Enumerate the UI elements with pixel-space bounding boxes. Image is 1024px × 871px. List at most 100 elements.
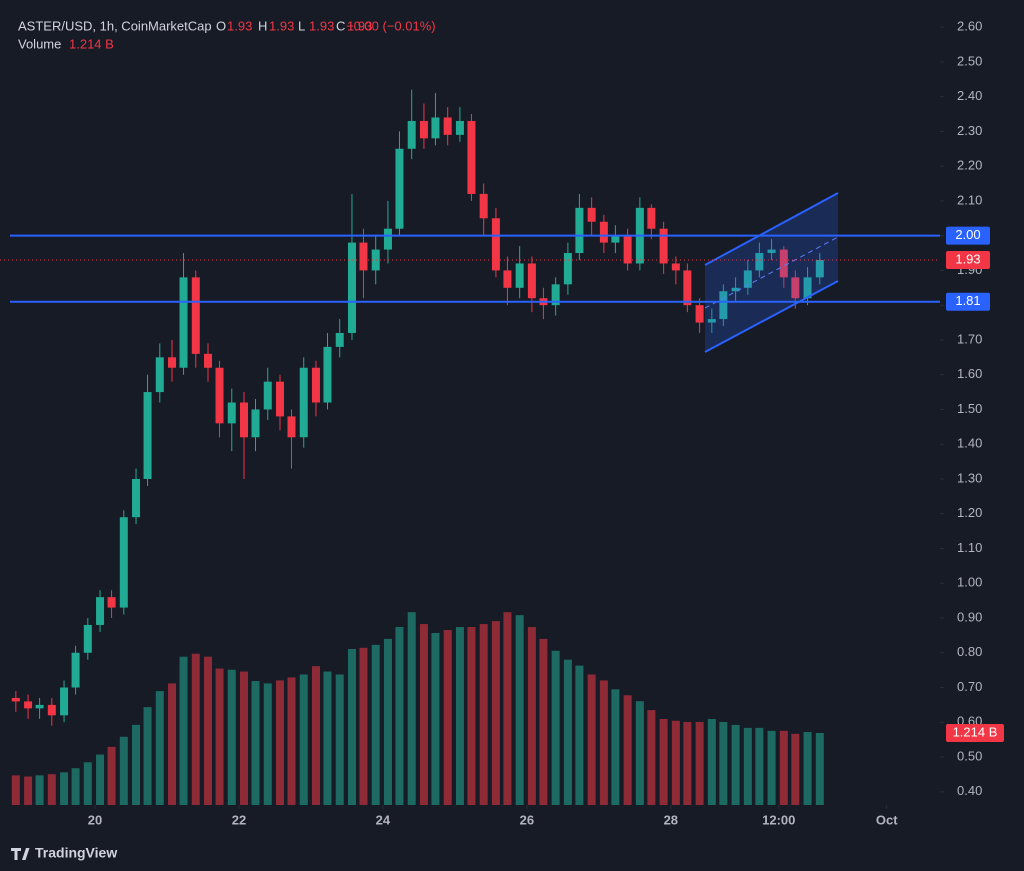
y-tick-label: 1.30 xyxy=(957,470,982,485)
volume-bar xyxy=(107,746,116,805)
candle-body xyxy=(227,402,236,424)
x-tick-label: 26 xyxy=(520,812,534,827)
volume-bar xyxy=(204,656,213,805)
volume-bar xyxy=(503,612,512,805)
level-label: 1.81 xyxy=(955,293,980,308)
volume-bar xyxy=(251,681,260,805)
y-tick-label: 2.10 xyxy=(957,192,982,207)
volume-bar xyxy=(311,666,320,805)
candle-body xyxy=(107,597,116,608)
legend-value: 1.93 xyxy=(227,18,252,33)
candle-body xyxy=(383,228,392,250)
volume-bar xyxy=(815,732,824,805)
candle-body xyxy=(731,287,740,292)
volume-bar xyxy=(335,674,344,805)
candle-body xyxy=(791,277,800,299)
y-tick-label: 1.60 xyxy=(957,366,982,381)
y-tick-label: 2.40 xyxy=(957,88,982,103)
volume-bar xyxy=(83,762,92,805)
legend-value: 1.93 xyxy=(347,18,372,33)
volume-bar xyxy=(695,721,704,805)
candle-body xyxy=(11,697,20,702)
candle-body xyxy=(707,319,716,323)
volume-bar xyxy=(347,648,356,805)
volume-tag-label: 1.214 B xyxy=(953,724,998,739)
y-tick-label: 0.90 xyxy=(957,609,982,624)
volume-bar xyxy=(551,650,560,805)
volume-bar xyxy=(287,677,296,805)
candle-body xyxy=(803,277,812,299)
volume-bar xyxy=(767,730,776,805)
level-label: 2.00 xyxy=(955,227,980,242)
candle-body xyxy=(767,249,776,254)
legend-key: O xyxy=(216,18,226,33)
y-tick-label: 2.20 xyxy=(957,158,982,173)
y-tick-label: 0.50 xyxy=(957,748,982,763)
candle-body xyxy=(431,117,440,139)
candle-body xyxy=(455,120,464,135)
candle-body xyxy=(359,242,368,271)
volume-value: 1.214 B xyxy=(69,36,114,51)
volume-bar xyxy=(275,680,284,805)
volume-bar xyxy=(407,612,416,805)
volume-bar xyxy=(11,775,20,805)
y-tick-label: 0.70 xyxy=(957,679,982,694)
candle-body xyxy=(143,392,152,479)
y-tick-label: 2.50 xyxy=(957,53,982,68)
brand: TradingView xyxy=(11,845,117,861)
y-tick-label: 2.30 xyxy=(957,123,982,138)
volume-bar xyxy=(791,733,800,805)
y-tick-label: 1.20 xyxy=(957,505,982,520)
volume-bar xyxy=(47,774,56,805)
candle-body xyxy=(83,624,92,653)
x-tick-label: 20 xyxy=(88,812,102,827)
candle-body xyxy=(263,381,272,410)
candle-body xyxy=(503,270,512,288)
volume-bar xyxy=(371,644,380,805)
volume-bar xyxy=(96,754,105,805)
volume-bar xyxy=(611,689,620,805)
change: −0.00 (−0.01%) xyxy=(346,18,436,33)
candle-body xyxy=(287,416,296,438)
candle-body xyxy=(611,235,620,243)
legend-key: C xyxy=(336,18,345,33)
candle-body xyxy=(335,332,344,347)
volume-bar xyxy=(443,630,452,805)
y-tick-label: 1.00 xyxy=(957,575,982,590)
volume-bar xyxy=(539,638,548,805)
candle-body xyxy=(24,701,33,709)
candle-body xyxy=(443,117,452,135)
candle-body xyxy=(695,305,704,323)
volume-bar xyxy=(719,721,728,805)
candle-body xyxy=(551,284,560,306)
volume-bar xyxy=(527,627,536,805)
candle-body xyxy=(683,270,692,306)
candle-body xyxy=(299,367,308,438)
legend-value: 1.93 xyxy=(309,18,334,33)
candle-body xyxy=(479,193,488,219)
volume-bar xyxy=(323,671,332,805)
candle-body xyxy=(347,242,356,333)
candle-body xyxy=(815,259,824,278)
candle-body xyxy=(467,120,476,194)
volume-bar xyxy=(215,668,224,805)
x-tick-label: 12:00 xyxy=(762,812,795,827)
x-tick-label: Oct xyxy=(876,812,898,827)
channel-mid xyxy=(704,236,839,309)
candle-body xyxy=(204,353,213,368)
channel-upper xyxy=(704,192,839,266)
candle-body xyxy=(587,207,596,222)
volume-bar xyxy=(647,710,656,805)
volume-bar xyxy=(168,683,177,805)
volume-bar xyxy=(659,718,668,805)
legend-value: 1.93 xyxy=(269,18,294,33)
candle-body xyxy=(599,221,608,243)
y-tick-label: 1.70 xyxy=(957,331,982,346)
candle-body xyxy=(779,249,788,278)
candle-body xyxy=(191,277,200,354)
volume-bar xyxy=(623,695,632,805)
candle-body xyxy=(251,409,260,438)
volume-bar xyxy=(563,659,572,805)
candle-body xyxy=(35,704,44,709)
